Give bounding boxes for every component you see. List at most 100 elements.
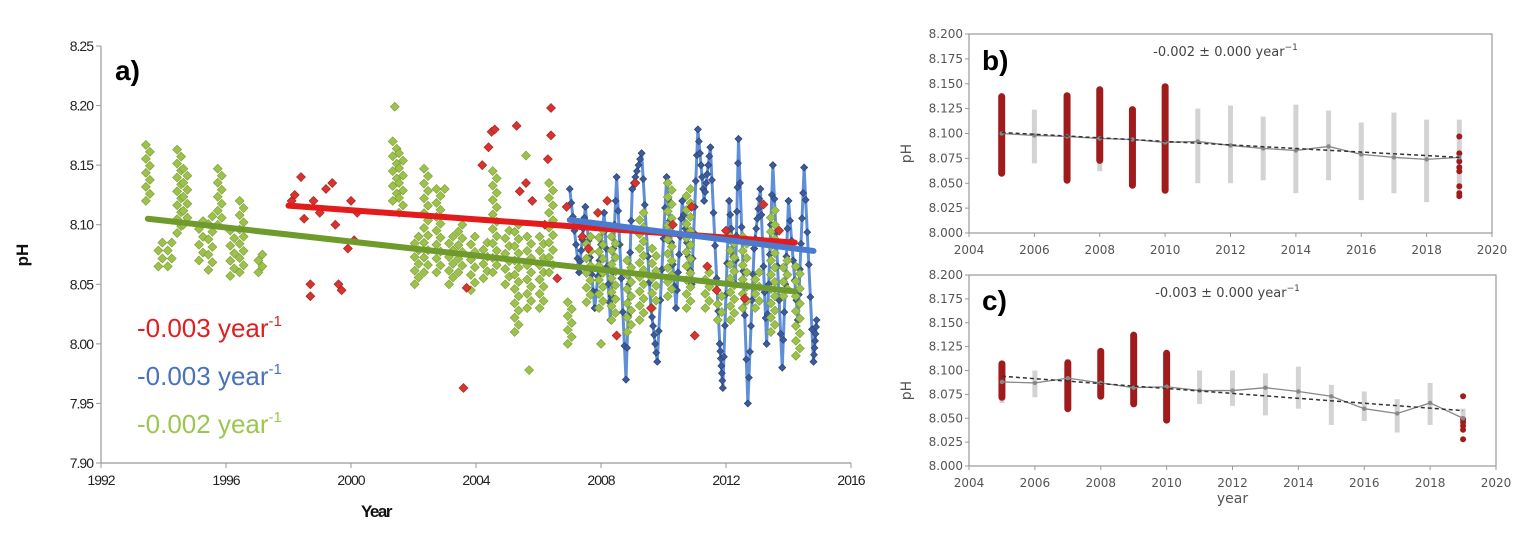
green-point: [522, 303, 533, 314]
y-tick-label: 8.125: [929, 102, 963, 116]
green-point: [238, 203, 249, 213]
blue-point: [612, 173, 621, 181]
green-point: [610, 308, 621, 319]
green-point: [606, 273, 617, 284]
blue-point: [736, 179, 744, 187]
observation-point: [1456, 164, 1463, 171]
blue-point: [725, 196, 734, 205]
green-point: [638, 279, 649, 290]
green-point: [522, 231, 533, 242]
green-point: [513, 234, 524, 244]
green-point: [513, 319, 524, 330]
green-point: [651, 251, 662, 261]
green-point: [172, 144, 183, 155]
green-point: [491, 173, 502, 184]
blue-point: [675, 250, 684, 259]
green-point: [794, 268, 805, 279]
green-point: [729, 266, 740, 277]
y-tick-label: 8.075: [929, 387, 963, 401]
x-tick-label: 2004: [954, 243, 985, 257]
blue-point: [581, 202, 590, 211]
green-point: [794, 313, 805, 324]
red-point: [308, 195, 319, 206]
green-point: [729, 294, 740, 305]
green-point: [794, 283, 805, 294]
green-point: [562, 338, 573, 349]
green-point: [465, 269, 476, 280]
green-point: [790, 350, 801, 361]
green-point: [398, 185, 408, 196]
blue-point: [737, 223, 746, 232]
green-point: [769, 205, 780, 216]
green-point: [594, 232, 604, 243]
green-point: [162, 261, 173, 272]
red-point: [583, 243, 594, 254]
green-point: [598, 253, 608, 264]
green-point: [439, 184, 450, 194]
red-point: [511, 120, 522, 131]
trend-value: -0.003 year: [137, 361, 269, 391]
green-point: [750, 303, 761, 314]
x-tick-label: 2020: [1477, 243, 1508, 257]
green-point: [638, 250, 649, 261]
green-point: [521, 150, 531, 161]
green-point: [182, 184, 193, 195]
blue-point: [567, 198, 576, 207]
blue-point: [653, 357, 662, 366]
green-point: [634, 257, 645, 268]
green-point: [534, 303, 545, 314]
blue-point: [798, 214, 806, 223]
red-point: [489, 124, 500, 135]
blue-point: [651, 339, 660, 348]
green-point: [229, 233, 240, 244]
y-tick-label: 8.200: [929, 27, 963, 41]
y-tick-label: 8.150: [929, 316, 963, 330]
green-point: [737, 246, 748, 256]
y-tick-label: 8.075: [929, 151, 963, 165]
green-point: [423, 230, 433, 241]
blue-point: [734, 159, 742, 168]
green-point: [594, 289, 604, 299]
blue-point: [812, 316, 821, 324]
x-tick-label: 1992: [87, 472, 115, 488]
red-point: [542, 154, 553, 165]
green-point: [610, 252, 621, 263]
green-point: [491, 245, 502, 256]
blue-point: [734, 135, 743, 143]
x-axis-label: year: [1217, 491, 1248, 507]
green-point: [634, 300, 645, 311]
green-point: [212, 163, 223, 174]
green-point: [469, 277, 480, 288]
green-point: [522, 274, 533, 285]
red-point: [330, 219, 341, 230]
green-point: [398, 170, 408, 181]
annual-mean-point: [1460, 416, 1466, 421]
annual-mean-point: [1394, 411, 1400, 416]
annual-mean-point: [1427, 400, 1433, 406]
green-point: [534, 288, 545, 299]
green-point: [585, 289, 596, 300]
blue-point: [717, 361, 726, 370]
blue-point: [715, 339, 724, 348]
green-point: [398, 200, 408, 211]
green-point: [765, 327, 776, 337]
x-tick-label: 1996: [212, 472, 240, 488]
green-point: [626, 305, 637, 316]
red-point: [686, 201, 697, 212]
green-point: [794, 343, 805, 354]
blue-point: [637, 149, 646, 158]
green-point: [509, 284, 520, 294]
red-point: [346, 195, 356, 206]
observation-point: [1456, 133, 1463, 140]
green-point: [394, 148, 404, 159]
green-point: [419, 267, 429, 278]
green-point: [419, 252, 429, 263]
green-point: [634, 243, 645, 254]
green-point: [140, 167, 151, 178]
green-point: [435, 190, 446, 201]
x-tick-label: 2018: [1415, 476, 1446, 490]
green-point: [626, 291, 637, 302]
blue-point: [711, 241, 719, 250]
trend-unit-exponent: -1: [269, 409, 282, 426]
trend-value: -0.003 year: [137, 313, 269, 343]
